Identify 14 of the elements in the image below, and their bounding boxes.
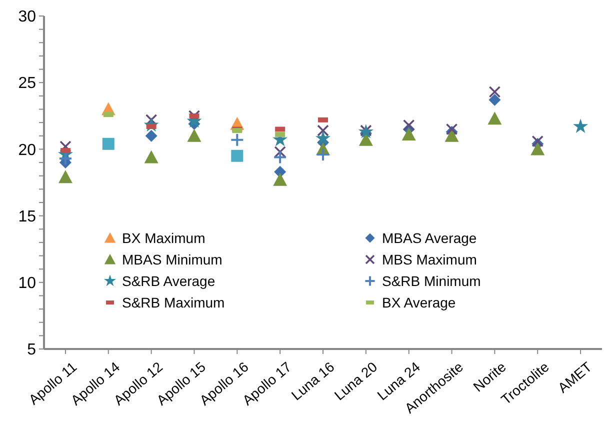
legend-label: MBS Maximum bbox=[382, 251, 477, 268]
y-tick-label: 15 bbox=[18, 208, 36, 226]
legend-label: MBAS Minimum bbox=[122, 251, 222, 268]
legend-label: S&RB Minimum bbox=[382, 272, 481, 289]
legend-label: BX Maximum bbox=[122, 230, 206, 246]
legend-label: MBAS Average bbox=[382, 230, 477, 246]
y-tick-label: 10 bbox=[18, 275, 36, 292]
legend-label: S&RB Maximum bbox=[122, 294, 225, 310]
legend-label: S&RB Average bbox=[122, 272, 216, 289]
y-tick-label: 20 bbox=[18, 142, 36, 159]
legend-label: BX Average bbox=[382, 294, 456, 310]
y-tick-label: 5 bbox=[27, 342, 36, 359]
y-tick-label: 30 bbox=[18, 8, 36, 26]
y-tick-label: 25 bbox=[18, 75, 36, 92]
